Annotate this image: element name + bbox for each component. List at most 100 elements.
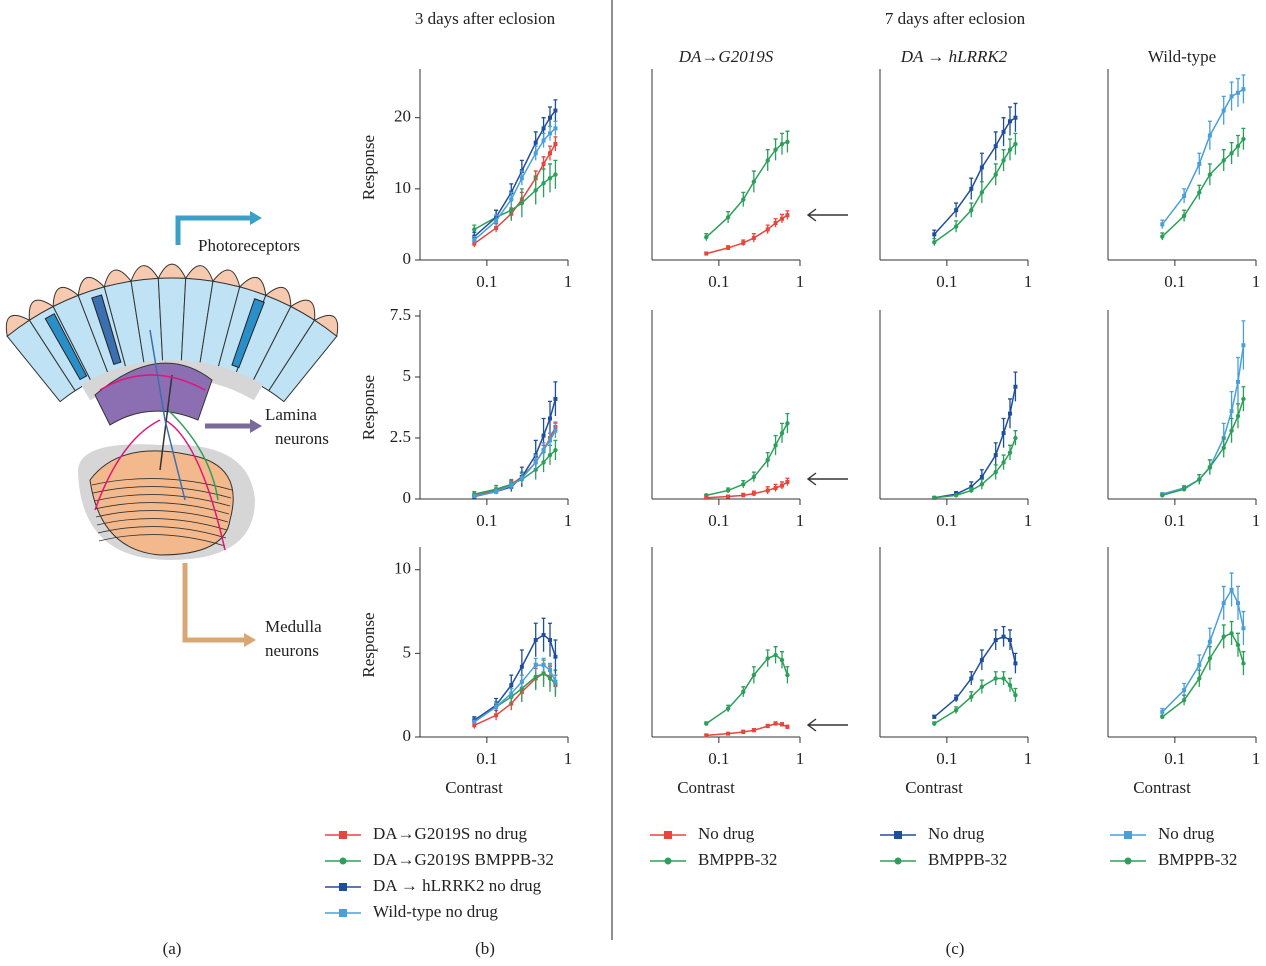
point [765, 227, 770, 232]
point [773, 721, 778, 726]
point [494, 704, 499, 709]
point [1241, 661, 1246, 666]
point [751, 179, 757, 184]
y-tick-label: 5 [403, 366, 412, 385]
point [494, 489, 499, 494]
point [1221, 445, 1226, 450]
x-tick-label: 0.1 [708, 272, 729, 291]
point [785, 724, 790, 729]
point [1013, 661, 1018, 666]
point [741, 482, 746, 487]
point [953, 493, 959, 498]
point [932, 495, 937, 500]
point [1235, 601, 1240, 606]
medulla-layer [96, 518, 228, 531]
point [1007, 119, 1012, 124]
point [1241, 343, 1246, 348]
legend-marker [339, 909, 347, 917]
legend-label: DA→G2019S BMPPB-32 [373, 850, 554, 869]
x-tick-label: 1 [1252, 272, 1261, 291]
series-line [933, 677, 1017, 725]
point [547, 637, 552, 642]
point [785, 421, 790, 426]
chart: 0.1 1 Contrast [879, 547, 1032, 797]
point [741, 240, 746, 245]
legend-marker [664, 857, 672, 865]
point [533, 460, 538, 465]
point [1197, 190, 1202, 195]
point [1197, 161, 1202, 166]
point [773, 443, 778, 448]
point [1207, 656, 1213, 661]
y-tick-label: 7.5 [390, 305, 411, 324]
point [932, 714, 937, 719]
point [751, 474, 757, 480]
x-tick-label: 1 [1024, 272, 1033, 291]
point [1235, 379, 1240, 384]
chart: 0.1 1 Contrast [1107, 547, 1261, 797]
point [1160, 493, 1165, 498]
point [553, 108, 558, 113]
point [773, 486, 778, 491]
point [509, 691, 514, 696]
x-tick-label: 1 [1252, 749, 1261, 768]
point [704, 721, 709, 726]
y-axis-label: Response [359, 135, 378, 200]
point [932, 721, 937, 726]
point [969, 676, 974, 681]
point [1229, 409, 1234, 414]
point [533, 140, 538, 145]
point [547, 438, 552, 443]
point [541, 138, 546, 143]
point [751, 728, 756, 733]
point [1013, 141, 1018, 147]
point [547, 676, 553, 681]
x-tick-label: 0.1 [1164, 272, 1185, 291]
point [993, 453, 998, 458]
legend-label: Wild-type no drug [373, 902, 498, 921]
x-axis-label: Contrast [445, 778, 503, 797]
point [969, 186, 974, 191]
neuron [149, 329, 186, 501]
x-axis-label: Contrast [677, 778, 735, 797]
point [1007, 147, 1013, 152]
legend-marker [894, 831, 902, 839]
x-tick-label: 0.1 [476, 511, 497, 530]
neuron [99, 374, 206, 391]
point [725, 706, 731, 711]
neuron [167, 409, 219, 501]
medulla-layer [92, 486, 232, 499]
legend-label: No drug [1158, 824, 1215, 843]
point [1221, 108, 1226, 113]
point [1013, 384, 1018, 389]
legend-marker [339, 831, 347, 839]
chart: 0.1 1 [651, 310, 804, 530]
point [725, 215, 731, 220]
legend-label: BMPPB-32 [1158, 850, 1237, 869]
point [1181, 213, 1187, 219]
point [1235, 642, 1241, 648]
point [541, 663, 546, 668]
petal [157, 263, 187, 279]
point [553, 126, 558, 131]
point [1235, 413, 1241, 419]
point [725, 488, 731, 493]
heading: 3 days after eclosion [415, 9, 556, 28]
series-line [934, 386, 1017, 499]
y-axis-label: Response [359, 375, 378, 440]
point [993, 637, 998, 642]
point [1001, 158, 1006, 163]
point [993, 676, 998, 681]
series-line [1161, 588, 1245, 713]
legend-marker [894, 857, 902, 865]
x-tick-label: 1 [564, 511, 573, 530]
diagram-label: Photoreceptors [198, 236, 300, 255]
point [1197, 676, 1202, 681]
point [1001, 676, 1006, 681]
point [519, 476, 524, 481]
point [494, 218, 499, 223]
point [1229, 587, 1234, 592]
point [1207, 465, 1213, 470]
point [704, 235, 709, 240]
